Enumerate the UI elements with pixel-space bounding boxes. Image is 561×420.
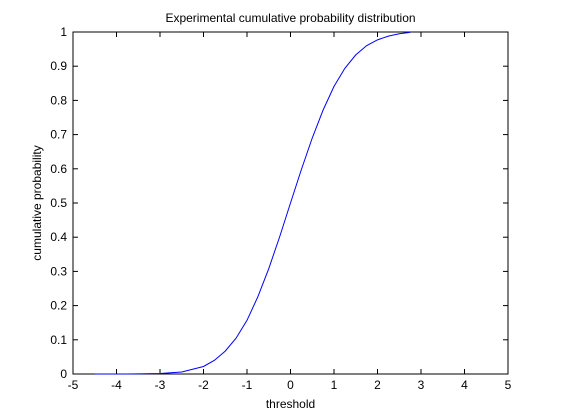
chart-title: Experimental cumulative probability dist…	[165, 11, 415, 25]
x-tick-label: -2	[198, 378, 209, 392]
x-tick-label: -5	[68, 378, 79, 392]
y-tick-label: 0.3	[50, 264, 67, 278]
y-tick-label: 0	[60, 367, 67, 381]
y-tick-label: 0.8	[50, 93, 67, 107]
x-tick-label: -3	[155, 378, 166, 392]
x-tick-label: 1	[331, 378, 338, 392]
x-axis-label: threshold	[266, 397, 315, 411]
series-line-cdf	[94, 31, 411, 375]
y-tick-label: 0.7	[50, 128, 67, 142]
y-tick-label: 0.9	[50, 59, 67, 73]
y-tick-label: 1	[60, 25, 67, 39]
x-tick-label: 5	[505, 378, 512, 392]
y-tick-label: 0.6	[50, 162, 67, 176]
x-tick-label: 0	[287, 378, 294, 392]
y-axis-label: cumulative probability	[30, 145, 44, 260]
x-tick-label: 2	[374, 378, 381, 392]
x-tick-label: -1	[242, 378, 253, 392]
x-tick-label: -4	[111, 378, 122, 392]
x-tick-label: 3	[418, 378, 425, 392]
y-tick-label: 0.4	[50, 230, 67, 244]
y-axis-ticks: 0 0.1 0.2 0.3 0.4 0.5 0.6 0.7 0.8 0.9 1	[50, 25, 508, 381]
x-axis-ticks: -5 -4 -3 -2 -1 0 1 2 3 4 5	[68, 32, 512, 392]
y-tick-label: 0.1	[50, 333, 67, 347]
y-tick-label: 0.5	[50, 196, 67, 210]
x-tick-label: 4	[461, 378, 468, 392]
y-tick-label: 0.2	[50, 299, 67, 313]
